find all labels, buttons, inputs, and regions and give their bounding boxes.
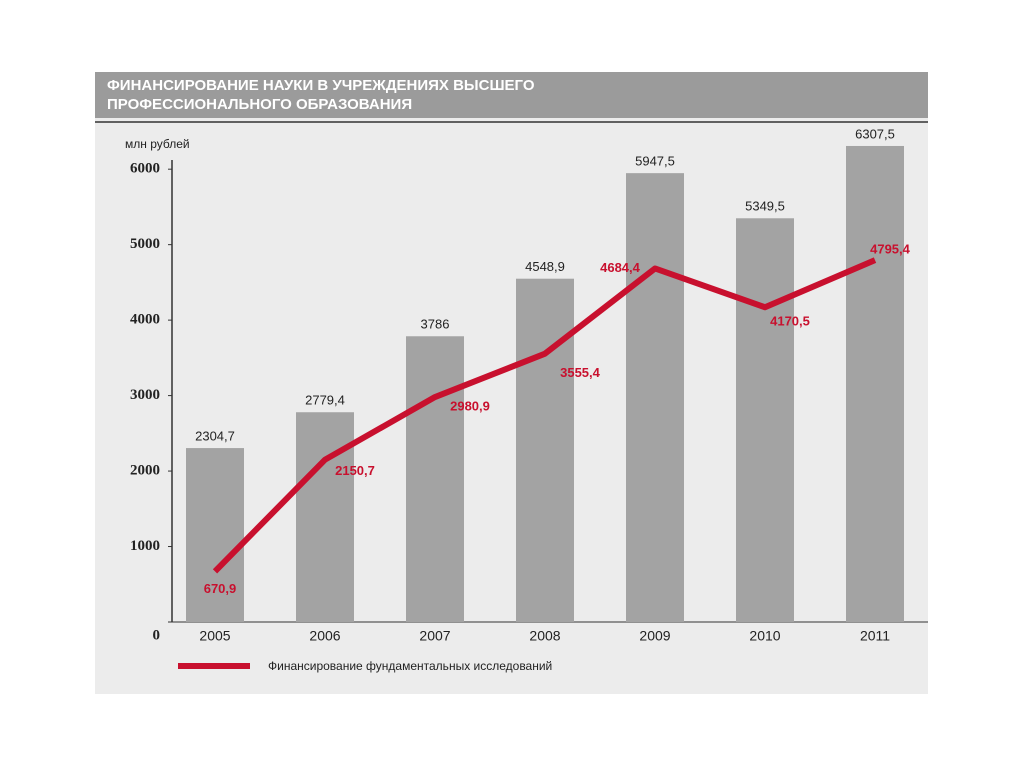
- title-band: [95, 72, 928, 118]
- bar-value-label: 6307,5: [855, 126, 895, 141]
- y-tick-label: 2000: [130, 463, 160, 479]
- bar-value-label: 5349,5: [745, 199, 785, 214]
- y-tick-label: 3000: [130, 387, 160, 403]
- bar-value-label: 5947,5: [635, 154, 675, 169]
- bar-value-label: 3786: [421, 317, 450, 332]
- bar-value-label: 2779,4: [305, 393, 345, 408]
- x-tick-label: 2005: [199, 628, 230, 644]
- y-tick-label: 6000: [130, 161, 160, 177]
- line-value-label: 4170,5: [770, 314, 810, 329]
- line-value-label: 4795,4: [870, 242, 911, 257]
- y-tick-label: 1000: [130, 538, 160, 554]
- y-tick-label: 5000: [130, 236, 160, 252]
- x-tick-label: 2011: [860, 628, 890, 644]
- bar-value-label: 4548,9: [525, 259, 565, 274]
- bar: [736, 218, 794, 623]
- y-axis-label: млн рублей: [125, 137, 190, 151]
- line-value-label: 2150,7: [335, 463, 375, 478]
- x-tick-label: 2008: [529, 628, 560, 644]
- x-tick-label: 2007: [419, 628, 450, 644]
- bar: [406, 336, 464, 622]
- y-tick-label: 4000: [130, 312, 160, 328]
- line-value-label: 670,9: [204, 581, 237, 596]
- chart-title: ФИНАНСИРОВАНИЕ НАУКИ В УЧРЕЖДЕНИЯХ ВЫСШЕ…: [107, 77, 535, 94]
- x-tick-label: 2009: [639, 628, 670, 644]
- bar: [626, 173, 684, 623]
- bar: [516, 278, 574, 622]
- bar-value-label: 2304,7: [195, 429, 235, 444]
- bar: [296, 412, 354, 622]
- legend-label: Финансирование фундаментальных исследова…: [268, 659, 552, 673]
- chart-title: ПРОФЕССИОНАЛЬНОГО ОБРАЗОВАНИЯ: [107, 96, 412, 113]
- x-tick-label: 2010: [749, 628, 780, 644]
- y-tick-label: 0: [153, 627, 161, 643]
- line-value-label: 3555,4: [560, 365, 601, 380]
- bar: [846, 145, 904, 622]
- x-tick-label: 2006: [309, 628, 340, 644]
- bar: [186, 448, 244, 622]
- line-value-label: 2980,9: [450, 398, 490, 413]
- line: [212, 257, 877, 574]
- line-value-label: 4684,4: [600, 260, 641, 275]
